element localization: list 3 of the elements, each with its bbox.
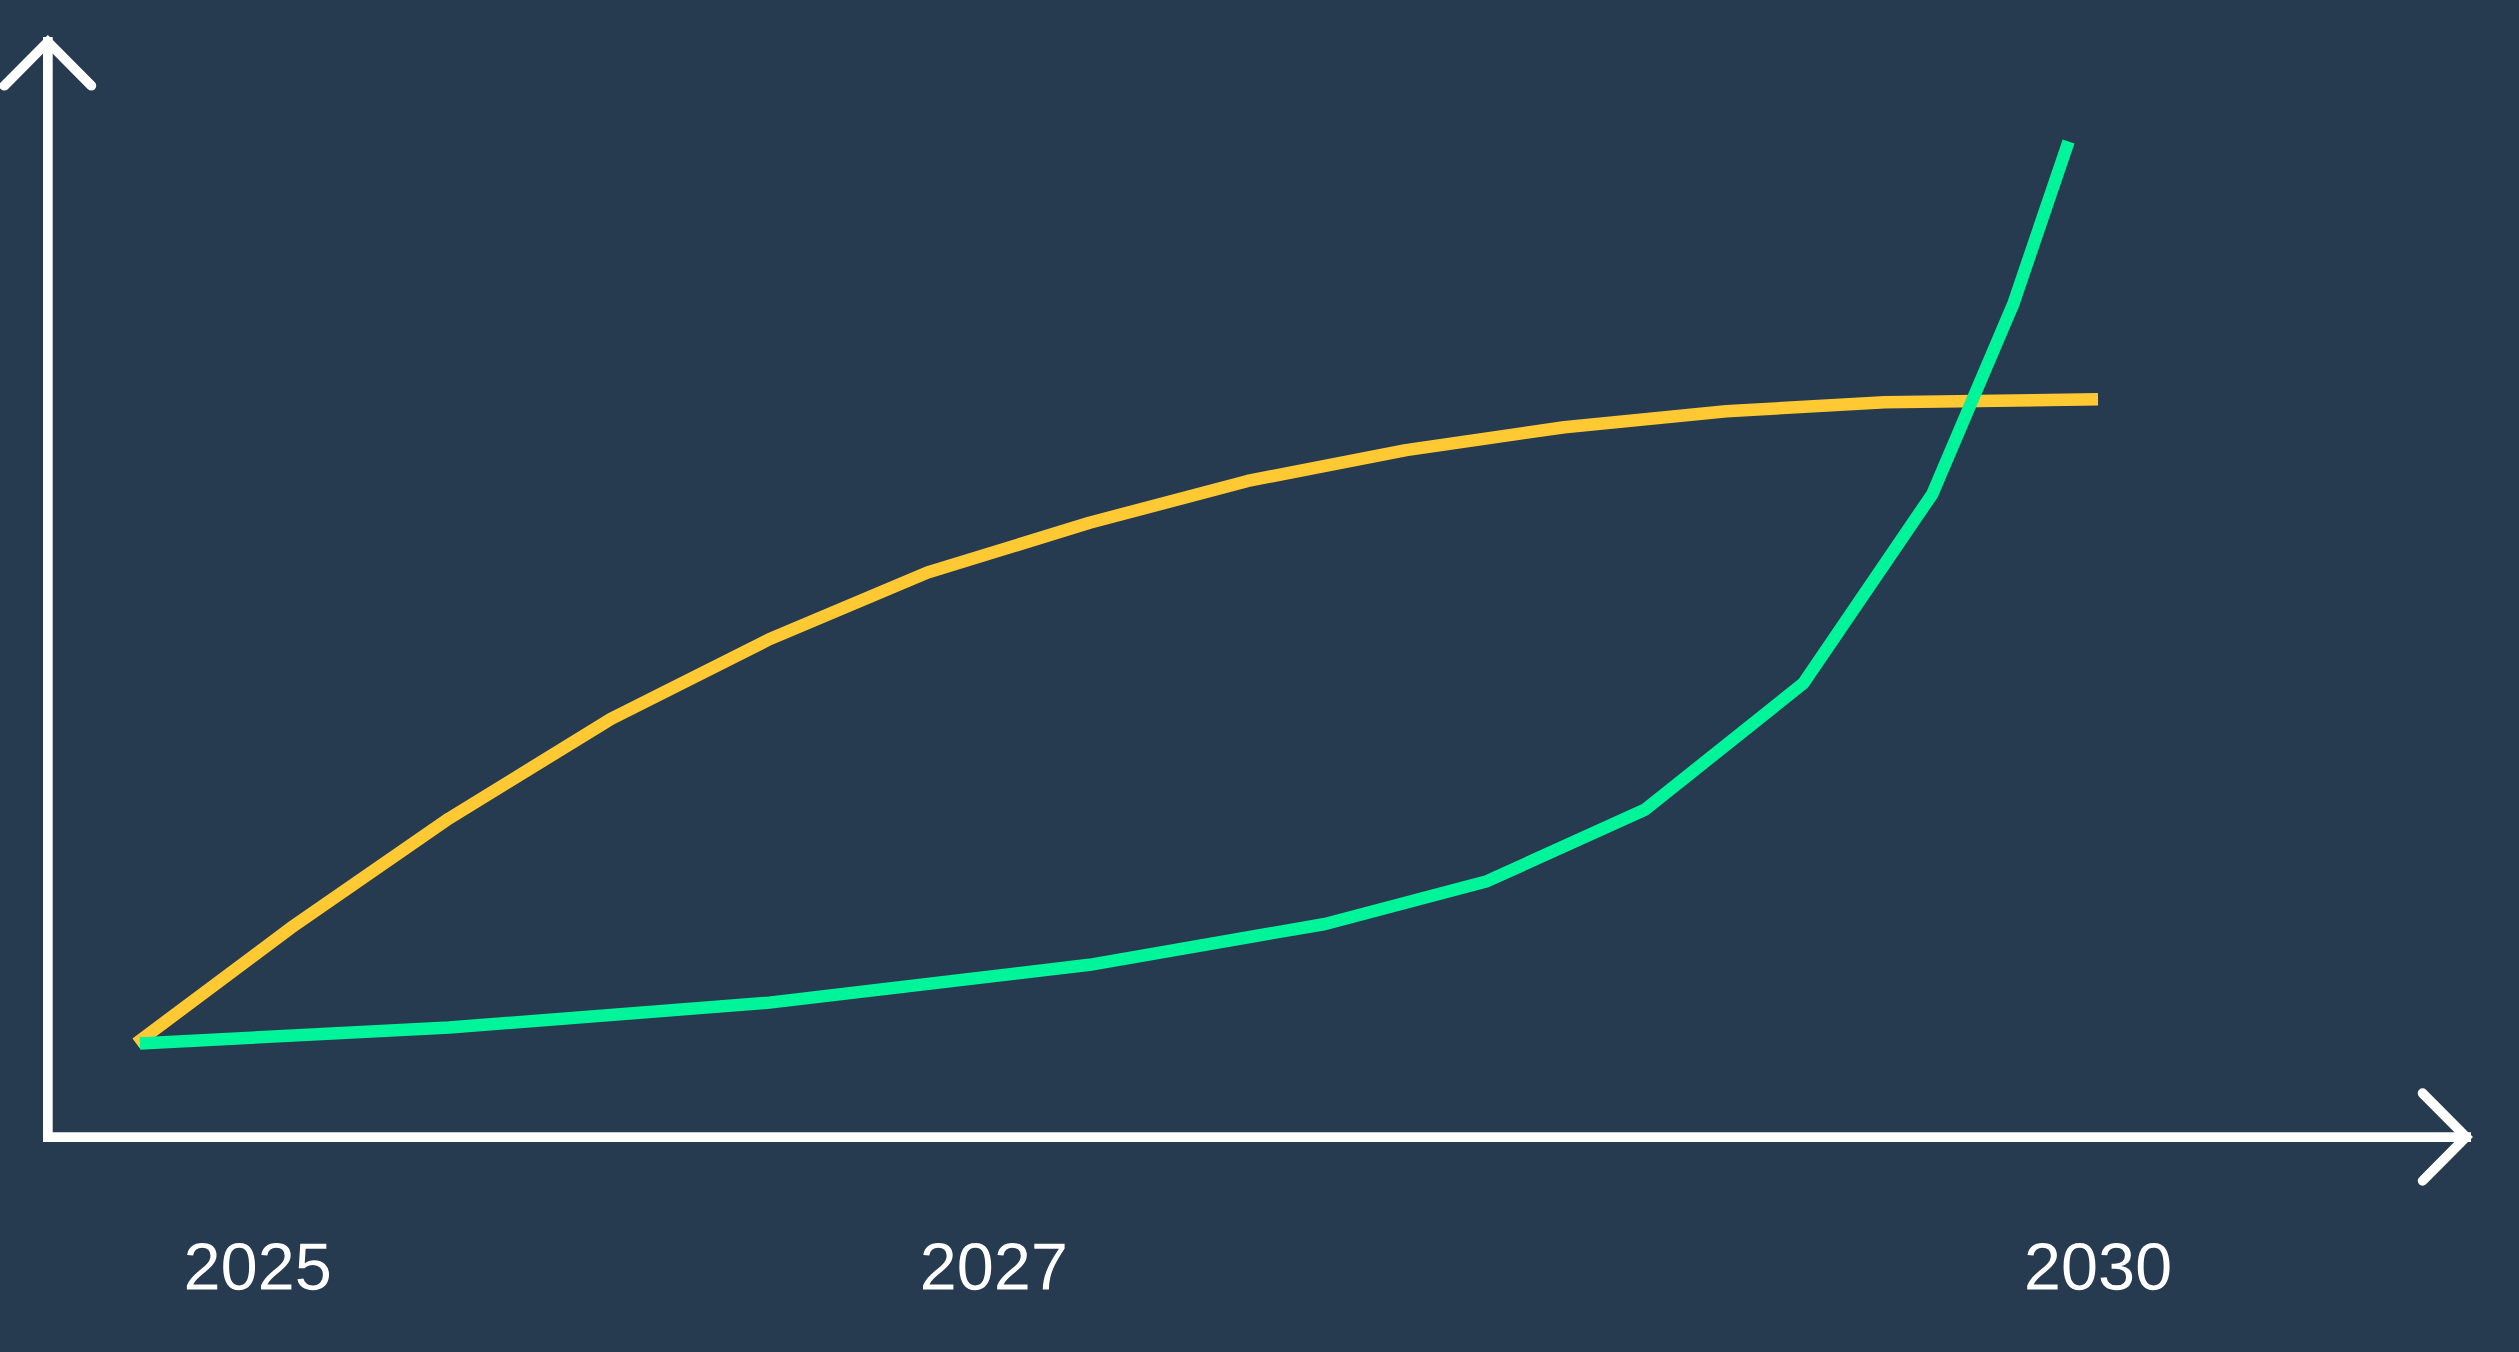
- x-tick-label: 2030: [2027, 1242, 2170, 1291]
- x-tick-label: 2025: [186, 1242, 330, 1291]
- x-tick-label: 2027: [923, 1242, 1065, 1291]
